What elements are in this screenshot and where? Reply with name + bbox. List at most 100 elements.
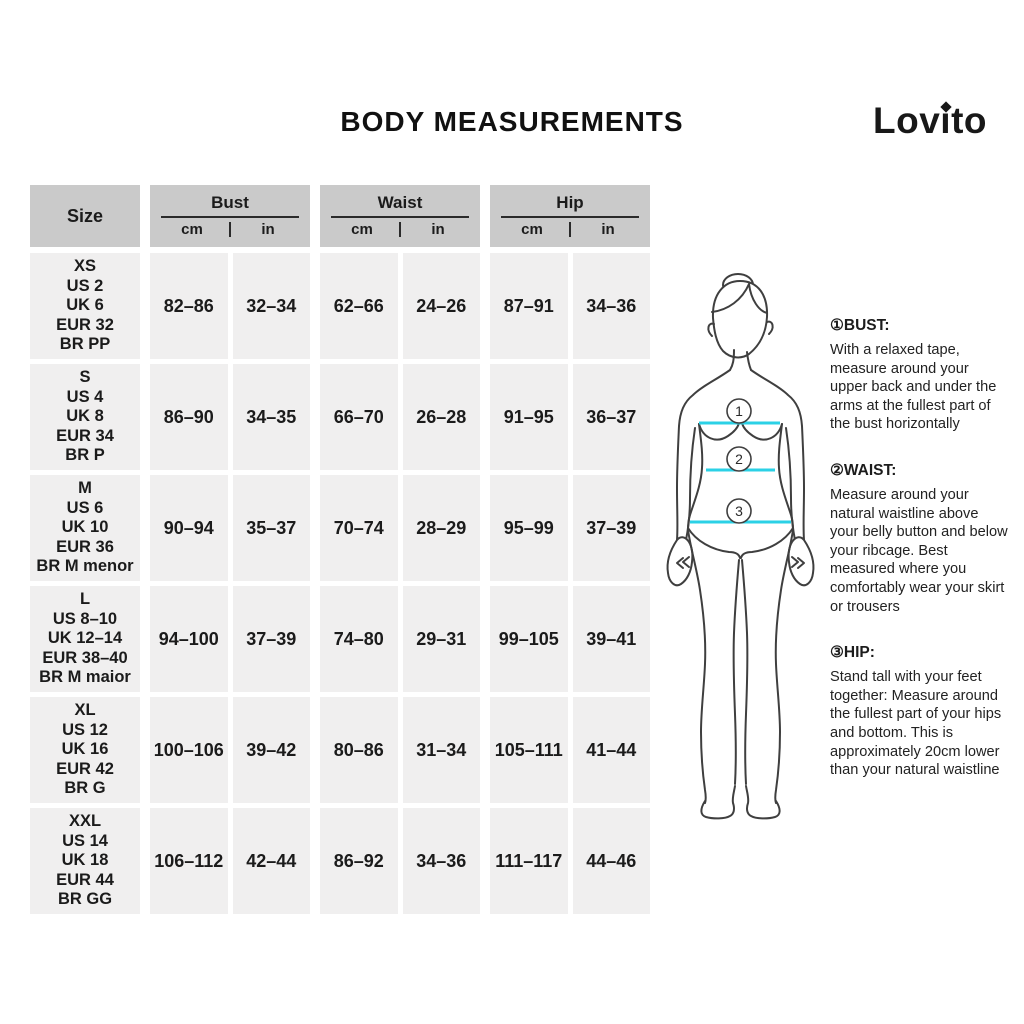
bust-column-header: Bust cm in — [150, 185, 310, 247]
note-hip-body: Stand tall with your feet together: Meas… — [830, 669, 1002, 779]
hip-cm-cell: 99–105 — [490, 586, 568, 692]
marker-1-label: 1 — [735, 403, 743, 419]
bust-curve-right — [741, 422, 783, 441]
waist-column-header: Waist cm in — [320, 185, 480, 247]
hip-in-cell: 44–46 — [572, 808, 650, 914]
size-cell: XL US 12 UK 16 EUR 42 BR G — [30, 697, 140, 803]
size-cell: S US 4 UK 8 EUR 34 BR P — [30, 364, 140, 470]
table-row-m: M US 6 UK 10 EUR 36 BR M menor 90–94 35–… — [30, 475, 650, 581]
table-row-xl: XL US 12 UK 16 EUR 42 BR G 100–106 39–42… — [30, 697, 650, 803]
bust-in-cell: 39–42 — [232, 697, 310, 803]
hip-cm-cell: 91–95 — [490, 364, 568, 470]
torso-left — [687, 423, 704, 531]
right-arm-outer — [750, 369, 805, 541]
bust-cm-cell: 106–112 — [150, 808, 228, 914]
waist-in-cell: 31–34 — [402, 697, 480, 803]
size-table: Size Bust cm in Waist cm in — [30, 185, 650, 919]
waist-cm-cell: 74–80 — [320, 586, 398, 692]
bust-cm-cell: 94–100 — [150, 586, 228, 692]
bust-cm-cell: 86–90 — [150, 364, 228, 470]
right-foot — [745, 785, 781, 820]
bust-in-cell: 32–34 — [232, 253, 310, 359]
waist-cm-unit: cm — [351, 221, 373, 238]
bust-header-label: Bust — [211, 193, 249, 212]
left-arm-outer — [676, 369, 731, 541]
hip-header-label: Hip — [556, 193, 584, 212]
bust-in-unit: in — [261, 221, 275, 238]
brand-logo-part2: to — [951, 100, 987, 141]
size-cell: XXL US 14 UK 18 EUR 44 BR GG — [30, 808, 140, 914]
header-divider — [161, 216, 299, 218]
bust-cm-unit: cm — [181, 221, 203, 238]
hip-cm-unit: cm — [521, 221, 543, 238]
unit-divider — [229, 222, 231, 237]
table-row-xs: XS US 2 UK 6 EUR 32 BR PP 82–86 32–34 62… — [30, 253, 650, 359]
note-hip-heading: ③HIP: — [830, 644, 875, 662]
note-bust-body: With a relaxed tape, measure around your… — [830, 342, 997, 433]
left-ear — [707, 322, 715, 337]
size-cell: L US 8–10 UK 12–14 EUR 38–40 BR M maior — [30, 586, 140, 692]
marker-3-circle — [726, 498, 752, 524]
table-row-l: L US 8–10 UK 12–14 EUR 38–40 BR M maior … — [30, 586, 650, 692]
right-hand-knuckles — [791, 556, 805, 569]
waist-cm-cell: 66–70 — [320, 364, 398, 470]
page-title: BODY MEASUREMENTS — [340, 106, 684, 137]
bikini-line-left — [687, 527, 741, 559]
marker-1-circle — [726, 398, 752, 424]
marker-3-label: 3 — [735, 503, 743, 519]
header-divider — [331, 216, 469, 218]
hair-swoosh — [711, 283, 768, 314]
table-row-xxl: XXL US 14 UK 18 EUR 44 BR GG 106–112 42–… — [30, 808, 650, 914]
right-leg-inner — [741, 559, 749, 785]
measurement-notes: ①BUST: With a relaxed tape, measure arou… — [830, 316, 1010, 807]
table-header-row: Size Bust cm in Waist cm in — [30, 185, 650, 247]
body-figure-svg: 1 2 3 — [666, 273, 815, 820]
waist-in-cell: 34–36 — [402, 808, 480, 914]
hip-in-unit: in — [601, 221, 615, 238]
waist-cm-cell: 80–86 — [320, 697, 398, 803]
left-leg-inner — [732, 559, 740, 785]
bust-in-cell: 37–39 — [232, 586, 310, 692]
unit-divider — [399, 222, 401, 237]
hip-in-cell: 39–41 — [572, 586, 650, 692]
hip-column-header: Hip cm in — [490, 185, 650, 247]
neck-left — [729, 349, 735, 371]
left-foot — [700, 785, 736, 820]
torso-right — [777, 423, 794, 531]
waist-cm-cell: 70–74 — [320, 475, 398, 581]
right-leg-outer — [774, 529, 794, 804]
waist-in-cell: 28–29 — [402, 475, 480, 581]
marker-2-label: 2 — [735, 451, 743, 467]
note-hip: ③HIP: Stand tall with your feet together… — [830, 643, 1010, 780]
bust-cm-cell: 90–94 — [150, 475, 228, 581]
note-bust: ①BUST: With a relaxed tape, measure arou… — [830, 316, 1010, 434]
size-column-header: Size — [30, 185, 140, 247]
neck-right — [746, 351, 752, 371]
brand-logo-i: ı — [940, 100, 952, 141]
bust-cm-cell: 82–86 — [150, 253, 228, 359]
hip-in-cell: 36–37 — [572, 364, 650, 470]
waist-cm-cell: 86–92 — [320, 808, 398, 914]
hip-in-cell: 34–36 — [572, 253, 650, 359]
unit-divider — [569, 222, 571, 237]
waist-in-cell: 29–31 — [402, 586, 480, 692]
left-leg-outer — [687, 529, 707, 804]
bust-in-cell: 34–35 — [232, 364, 310, 470]
waist-header-label: Waist — [377, 193, 423, 212]
hip-cm-cell: 111–117 — [490, 808, 568, 914]
bust-curve-left — [698, 422, 740, 441]
waist-cm-cell: 62–66 — [320, 253, 398, 359]
hip-in-cell: 37–39 — [572, 475, 650, 581]
note-waist-heading: ②WAIST: — [830, 461, 897, 479]
hip-cm-cell: 87–91 — [490, 253, 568, 359]
bust-in-cell: 35–37 — [232, 475, 310, 581]
note-bust-heading: ①BUST: — [830, 317, 890, 334]
size-cell: M US 6 UK 10 EUR 36 BR M menor — [30, 475, 140, 581]
bikini-line-right — [740, 527, 794, 559]
hip-cm-cell: 105–111 — [490, 697, 568, 803]
marker-2-circle — [726, 446, 752, 472]
brand-logo-part1: Lov — [873, 100, 941, 141]
brand-logo: Lov ıto — [873, 100, 987, 142]
waist-in-cell: 24–26 — [402, 253, 480, 359]
